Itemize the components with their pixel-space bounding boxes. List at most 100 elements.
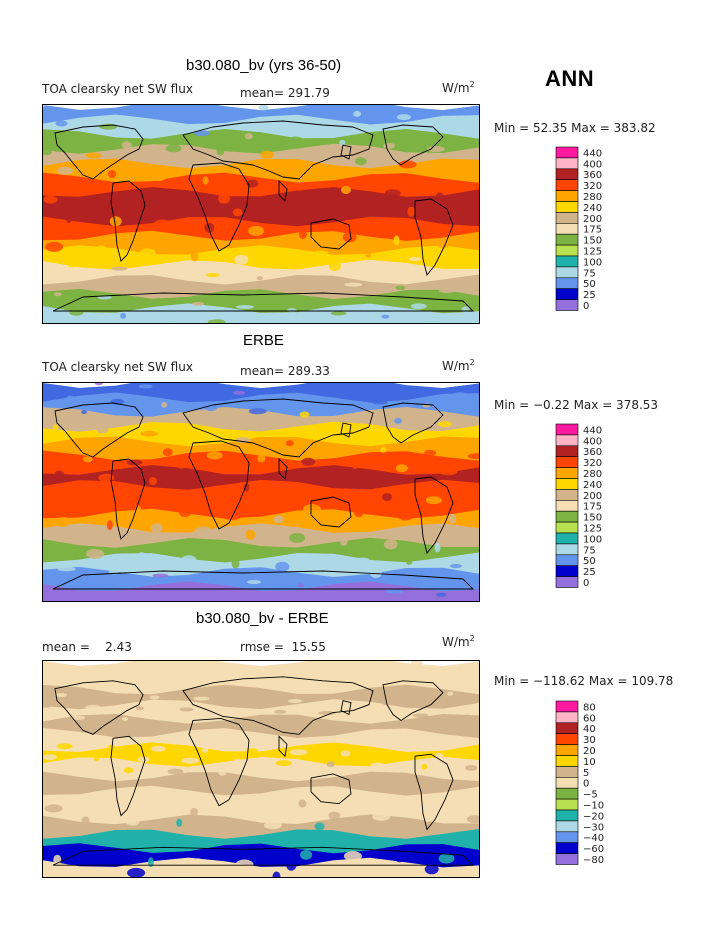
detail-patch xyxy=(243,483,250,492)
detail-patch xyxy=(275,561,290,572)
detail-patch xyxy=(149,695,160,700)
detail-patch xyxy=(206,273,220,277)
detail-patch xyxy=(466,815,479,824)
detail-patch xyxy=(398,160,417,169)
panel2-variable: TOA clearsky net SW flux xyxy=(42,360,193,374)
detail-patch xyxy=(151,173,166,182)
detail-patch xyxy=(236,305,254,309)
panel2-regional-detail xyxy=(43,383,479,600)
coastline-5 xyxy=(278,179,288,202)
detail-patch xyxy=(244,133,253,140)
colorbar-label-7: 175 xyxy=(583,225,602,236)
detail-patch xyxy=(435,192,444,201)
detail-patch xyxy=(72,766,91,773)
colorbar-box-5 xyxy=(555,478,579,490)
detail-patch xyxy=(248,408,267,415)
detail-patch xyxy=(193,696,210,701)
detail-patch xyxy=(122,717,128,721)
detail-patch xyxy=(125,817,140,826)
detail-patch xyxy=(235,859,254,870)
colorbar-box-11 xyxy=(555,543,579,556)
colorbar-box-1 xyxy=(555,711,579,724)
colorbar-box-3 xyxy=(555,733,579,745)
detail-patch xyxy=(151,745,166,752)
detail-patch xyxy=(385,589,404,594)
detail-patch xyxy=(384,751,401,758)
coastline-1 xyxy=(110,180,146,262)
detail-patch xyxy=(98,473,115,482)
detail-patch xyxy=(203,797,214,806)
detail-patch xyxy=(286,860,297,871)
detail-patch xyxy=(247,798,264,807)
detail-patch xyxy=(331,489,350,498)
detail-patch xyxy=(409,257,421,261)
detail-patch xyxy=(318,711,336,715)
detail-patch xyxy=(65,213,72,224)
colorbar-label-7: 0 xyxy=(583,779,589,790)
detail-patch xyxy=(424,449,437,456)
colorbar-label-5: 240 xyxy=(583,480,602,491)
detail-patch xyxy=(162,448,173,457)
panel3-rmse: rmse = 15.55 xyxy=(240,640,326,654)
colorbar-label-3: 30 xyxy=(583,735,596,746)
detail-patch xyxy=(394,417,403,424)
panel3-rmse-label: rmse = xyxy=(240,640,284,654)
detail-patch xyxy=(203,576,212,581)
colorbar-box-13 xyxy=(555,565,579,577)
detail-patch xyxy=(277,394,295,398)
detail-patch xyxy=(383,142,396,149)
detail-patch xyxy=(43,545,55,556)
coastline-8 xyxy=(414,476,454,554)
detail-patch xyxy=(439,289,455,293)
detail-patch xyxy=(181,757,200,764)
colorbar-box-10 xyxy=(555,255,579,268)
detail-patch xyxy=(290,182,309,191)
detail-patch xyxy=(218,769,227,776)
panel3-min-max: Min = −118.62 Max = 109.78 xyxy=(494,674,674,688)
detail-patch xyxy=(423,814,433,822)
colorbar-box-8 xyxy=(555,510,579,523)
detail-patch xyxy=(96,427,109,434)
coastline-3 xyxy=(188,440,250,530)
detail-patch xyxy=(288,136,303,143)
detail-patch xyxy=(425,317,440,322)
detail-patch xyxy=(354,157,367,166)
colorbar-label-2: 360 xyxy=(583,447,602,458)
detail-patch xyxy=(383,539,398,550)
colorbar-label-6: 5 xyxy=(583,768,589,779)
detail-patch xyxy=(179,509,191,517)
detail-patch xyxy=(326,564,333,575)
detail-patch xyxy=(372,812,391,821)
colorbar-label-11: 75 xyxy=(583,545,596,556)
detail-patch xyxy=(71,715,86,720)
coastline-3 xyxy=(188,162,250,252)
detail-patch xyxy=(206,451,223,460)
detail-patch xyxy=(340,750,351,757)
detail-patch xyxy=(461,306,470,313)
detail-patch xyxy=(343,414,360,421)
panel3-title: b30.080_bv - ERBE xyxy=(196,610,329,627)
detail-patch xyxy=(55,693,67,697)
colorbar-label-8: 150 xyxy=(583,513,602,524)
detail-patch xyxy=(353,507,364,518)
detail-patch xyxy=(356,203,373,214)
detail-patch xyxy=(86,548,105,559)
coastline-1 xyxy=(110,735,146,817)
coastline-4 xyxy=(310,773,352,805)
detail-patch xyxy=(123,767,134,774)
detail-patch xyxy=(284,810,291,819)
coastline-8 xyxy=(414,198,454,276)
colorbar-box-4 xyxy=(555,744,579,756)
coastline-6 xyxy=(340,422,352,438)
detail-patch xyxy=(397,510,414,521)
detail-patch xyxy=(43,754,57,761)
detail-patch xyxy=(328,811,341,820)
detail-patch xyxy=(192,301,205,306)
colorbar-label-9: 125 xyxy=(583,524,602,535)
detail-patch xyxy=(263,821,282,830)
colorbar-label-8: 150 xyxy=(583,236,602,247)
detail-patch xyxy=(43,149,52,156)
detail-patch xyxy=(94,198,101,207)
detail-patch xyxy=(165,144,182,153)
detail-patch xyxy=(150,523,163,534)
